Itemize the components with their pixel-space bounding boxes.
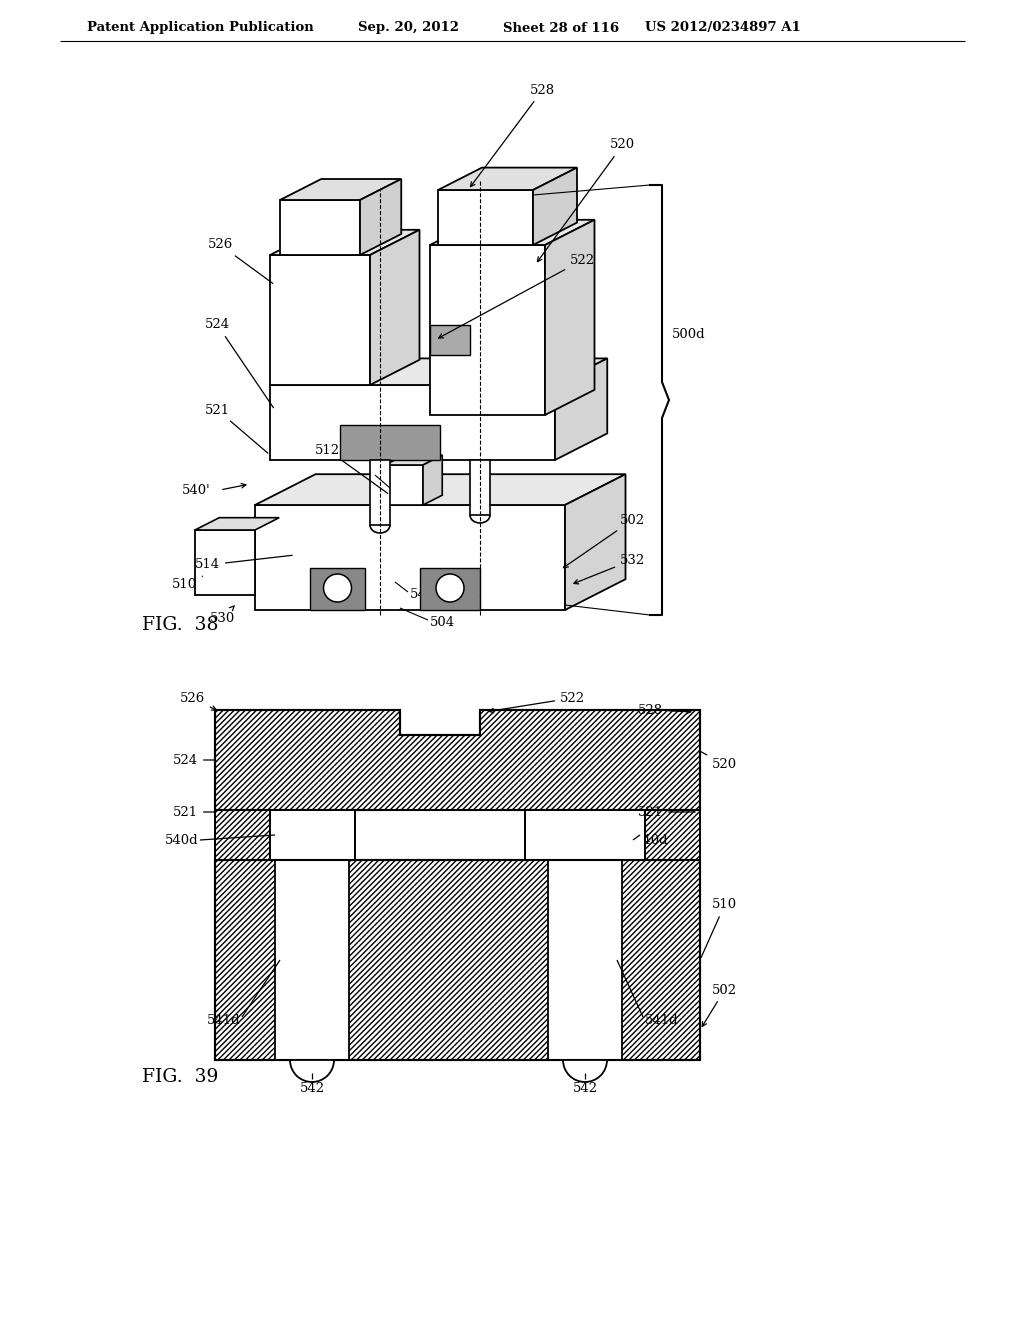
Polygon shape xyxy=(255,474,626,506)
Text: 502: 502 xyxy=(563,513,645,568)
Polygon shape xyxy=(370,230,420,385)
Text: 526: 526 xyxy=(208,239,272,284)
Text: Sep. 20, 2012: Sep. 20, 2012 xyxy=(358,21,459,34)
Polygon shape xyxy=(645,810,700,861)
Text: 520: 520 xyxy=(700,751,737,771)
Polygon shape xyxy=(280,201,360,255)
Text: 521: 521 xyxy=(173,805,214,818)
Text: 528: 528 xyxy=(638,704,691,717)
Polygon shape xyxy=(370,459,390,525)
Text: 522: 522 xyxy=(489,692,585,713)
Text: 514: 514 xyxy=(195,556,292,572)
Text: 540d: 540d xyxy=(635,833,669,846)
Polygon shape xyxy=(195,531,255,595)
Text: Patent Application Publication: Patent Application Publication xyxy=(87,21,313,34)
Text: 541d: 541d xyxy=(645,1014,679,1027)
Text: 540d: 540d xyxy=(393,483,427,496)
Text: 524: 524 xyxy=(205,318,273,408)
Text: Sheet 28 of 116: Sheet 28 of 116 xyxy=(503,21,620,34)
Polygon shape xyxy=(270,230,420,255)
Text: 530: 530 xyxy=(210,606,236,624)
Text: 510: 510 xyxy=(172,577,203,591)
Text: 540': 540' xyxy=(182,483,211,496)
Polygon shape xyxy=(215,810,270,861)
Text: FIG.  39: FIG. 39 xyxy=(142,1068,218,1086)
Polygon shape xyxy=(438,168,577,190)
Text: 526: 526 xyxy=(180,692,216,710)
Polygon shape xyxy=(385,455,442,465)
Polygon shape xyxy=(255,506,565,610)
Polygon shape xyxy=(215,710,700,810)
Text: 524: 524 xyxy=(173,754,214,767)
Text: 532: 532 xyxy=(573,553,645,583)
Polygon shape xyxy=(280,180,401,201)
Polygon shape xyxy=(548,861,622,1060)
Polygon shape xyxy=(430,246,545,414)
Polygon shape xyxy=(385,465,423,506)
Polygon shape xyxy=(534,168,577,246)
Polygon shape xyxy=(470,459,490,515)
Polygon shape xyxy=(430,220,595,246)
Polygon shape xyxy=(340,425,440,459)
Text: 541d: 541d xyxy=(207,1014,240,1027)
Polygon shape xyxy=(270,255,370,385)
Text: 504: 504 xyxy=(430,616,455,630)
Text: 512: 512 xyxy=(314,444,388,494)
Polygon shape xyxy=(525,810,645,861)
Wedge shape xyxy=(290,1060,334,1082)
Text: 542: 542 xyxy=(299,1082,325,1096)
Polygon shape xyxy=(270,359,607,385)
Text: 528: 528 xyxy=(470,83,555,186)
Text: 510: 510 xyxy=(701,899,737,957)
Polygon shape xyxy=(420,568,480,610)
Polygon shape xyxy=(275,861,349,1060)
Polygon shape xyxy=(360,180,401,255)
Text: 520: 520 xyxy=(538,139,635,261)
Polygon shape xyxy=(430,325,470,355)
Polygon shape xyxy=(423,455,442,506)
Wedge shape xyxy=(563,1060,607,1082)
Polygon shape xyxy=(215,861,700,1060)
Text: 522: 522 xyxy=(438,253,595,338)
Text: 542: 542 xyxy=(410,589,435,602)
Text: 540d: 540d xyxy=(165,833,198,846)
Circle shape xyxy=(436,574,464,602)
Text: US 2012/0234897 A1: US 2012/0234897 A1 xyxy=(645,21,801,34)
Text: 542: 542 xyxy=(572,1082,598,1096)
Text: FIG.  38: FIG. 38 xyxy=(142,616,218,634)
Polygon shape xyxy=(270,810,355,861)
Polygon shape xyxy=(270,385,555,459)
Polygon shape xyxy=(565,474,626,610)
Circle shape xyxy=(324,574,351,602)
Polygon shape xyxy=(555,359,607,459)
Text: 500d: 500d xyxy=(672,329,706,342)
Polygon shape xyxy=(545,220,595,414)
Polygon shape xyxy=(438,190,534,246)
Text: 521: 521 xyxy=(638,805,695,818)
Text: 502: 502 xyxy=(702,983,737,1027)
Polygon shape xyxy=(310,568,365,610)
Text: 521: 521 xyxy=(205,404,268,453)
Polygon shape xyxy=(195,517,280,531)
